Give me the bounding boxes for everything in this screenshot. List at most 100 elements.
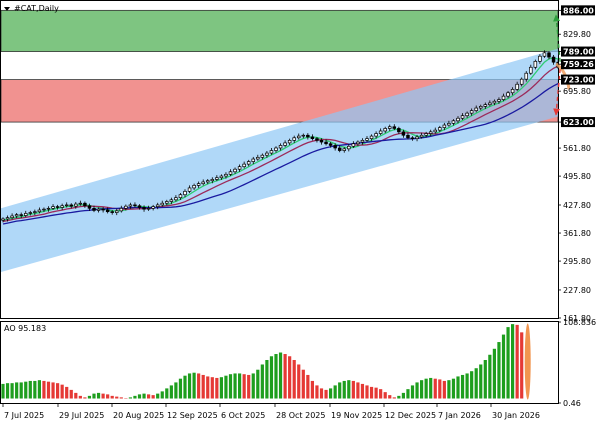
ao-bar — [401, 392, 405, 399]
ao-bar — [451, 378, 456, 399]
ao-bar — [292, 359, 296, 399]
ao-bar — [65, 386, 69, 399]
candle — [165, 199, 169, 206]
candle-body — [10, 215, 14, 219]
ao-bar — [483, 359, 487, 399]
candle — [5, 215, 10, 222]
candle — [410, 136, 415, 141]
ao-bar — [69, 389, 73, 399]
candle — [183, 189, 187, 198]
candle — [506, 91, 510, 99]
ao-bar — [356, 382, 360, 399]
ao-bar — [360, 383, 365, 399]
candle-body — [206, 180, 210, 183]
candle-body — [151, 206, 155, 209]
ao-bar — [501, 334, 506, 399]
ao-bar — [133, 395, 137, 399]
candle-body — [397, 128, 401, 133]
price-label: 695.80 — [563, 87, 591, 96]
ao-bar — [142, 393, 146, 399]
candle — [201, 179, 205, 186]
candle — [233, 167, 237, 174]
ao-bar — [165, 388, 169, 399]
candle — [374, 131, 378, 139]
candle — [83, 201, 87, 208]
candle — [551, 54, 556, 65]
time-label: 29 Jul 2025 — [59, 411, 104, 420]
candle — [324, 139, 328, 146]
ao-bar — [365, 385, 369, 399]
candle-body — [174, 197, 178, 201]
ao-bar — [242, 374, 246, 399]
ao-histogram — [1, 323, 531, 400]
candle-body — [246, 161, 251, 165]
ao-bar — [192, 372, 196, 399]
candle-body — [19, 214, 23, 216]
ao-bar — [438, 379, 442, 399]
forecast-arrows — [553, 14, 571, 116]
candle — [356, 140, 360, 146]
candle — [492, 99, 497, 106]
candle-body — [87, 205, 92, 209]
ao-bar — [228, 374, 233, 399]
candle-body — [251, 158, 256, 162]
candle — [428, 129, 433, 137]
ao-bar — [215, 377, 219, 399]
ao-bar — [46, 381, 51, 399]
candle-body — [310, 136, 315, 139]
ao-bar — [369, 386, 374, 399]
ao-bar — [319, 388, 324, 399]
ao-bar — [374, 387, 378, 399]
candle — [60, 203, 64, 211]
candle — [37, 207, 42, 214]
candle — [388, 124, 392, 131]
candle — [328, 142, 333, 148]
ao-bar — [137, 394, 142, 399]
candle — [483, 102, 488, 109]
ao-bar — [169, 385, 173, 399]
ao-bar — [156, 393, 160, 399]
ao-bar — [206, 376, 210, 399]
chevron-down-icon[interactable] — [4, 7, 10, 11]
ao-bar — [465, 373, 469, 399]
candle-body — [137, 205, 142, 208]
candle-body — [201, 181, 205, 185]
candle-body — [378, 130, 383, 134]
candle — [424, 131, 428, 138]
candle — [474, 105, 478, 113]
candle — [383, 126, 387, 134]
price-label: 789.00 — [563, 48, 594, 57]
candle-body — [474, 107, 478, 111]
candle-body — [492, 100, 497, 104]
candle — [342, 147, 347, 153]
ao-bar — [424, 378, 428, 399]
candle — [378, 128, 383, 136]
candle — [292, 135, 296, 143]
candle — [351, 141, 356, 148]
time-label: 20 Aug 2025 — [113, 411, 164, 420]
candle — [315, 136, 319, 143]
price-label-box — [561, 74, 595, 85]
candle-body — [337, 147, 342, 151]
ao-bar — [10, 383, 14, 399]
candle-body — [506, 92, 510, 97]
ao-bar — [238, 373, 242, 399]
candle — [174, 195, 178, 202]
candle-body — [315, 138, 319, 141]
candle-body — [538, 55, 542, 62]
price-label: 759.26 — [563, 60, 594, 69]
candle — [251, 156, 256, 165]
forecast-up — [553, 14, 561, 62]
candle-body — [515, 83, 519, 90]
candle-body — [228, 171, 233, 175]
candle-body — [297, 135, 301, 139]
candle-body — [119, 207, 124, 212]
candle-body — [142, 207, 146, 210]
candle-body — [360, 139, 365, 143]
price-label: 623.00 — [563, 118, 594, 127]
candle-body — [183, 190, 187, 196]
price-axis: 886.00 829.80 789.00 759.26 723.00 695.80 623.… — [558, 5, 595, 323]
candle-body — [114, 210, 119, 213]
candle — [419, 132, 424, 139]
